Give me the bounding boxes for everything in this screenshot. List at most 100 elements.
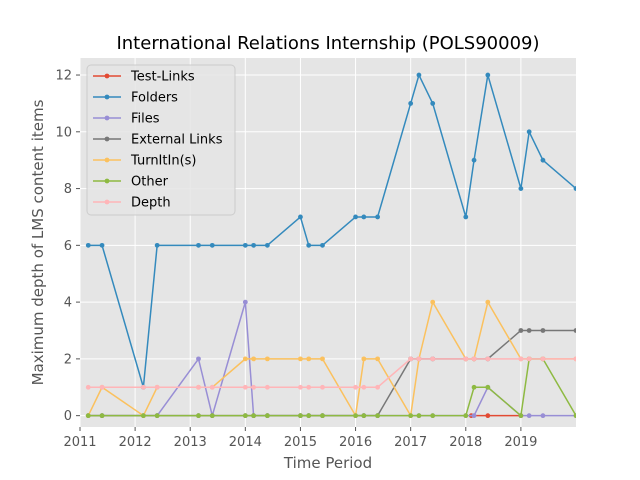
legend-item: External Links <box>93 133 223 148</box>
data-point <box>306 356 312 362</box>
data-point <box>320 384 325 390</box>
x-tick-label: 2011 <box>63 435 96 450</box>
data-point <box>471 157 477 163</box>
data-point <box>471 413 477 419</box>
data-point <box>375 356 380 362</box>
x-tick-label: 2013 <box>174 435 207 450</box>
gridlines <box>79 58 576 427</box>
data-point <box>306 413 312 419</box>
data-point <box>242 242 248 248</box>
x-axis-label: Time Period <box>283 454 372 472</box>
data-point <box>85 242 91 248</box>
data-point <box>99 242 105 248</box>
legend: Test-Links Folders Files External Links Turn… <box>86 64 236 216</box>
x-axis-ticks: 2011 2012 2013 2014 2015 2016 2017 2018 2019 <box>63 427 537 450</box>
data-point <box>430 101 436 106</box>
data-point <box>264 384 270 390</box>
data-point <box>99 413 105 419</box>
data-point <box>209 384 215 390</box>
data-point <box>540 157 546 163</box>
data-point <box>471 384 477 390</box>
y-tick-label: 2 <box>64 352 72 367</box>
x-tick-label: 2019 <box>504 435 537 450</box>
y-axis-ticks: 0 2 4 6 8 10 12 <box>55 69 80 424</box>
x-tick-label: 2015 <box>284 435 317 450</box>
data-point <box>408 356 414 362</box>
data-point <box>85 413 91 419</box>
data-point <box>540 328 546 333</box>
data-point <box>408 413 414 419</box>
legend-marker <box>104 73 110 79</box>
data-point <box>416 72 422 78</box>
data-point <box>526 129 532 135</box>
x-tick-label: 2012 <box>119 435 152 450</box>
data-point <box>416 413 422 419</box>
data-point <box>353 413 358 419</box>
y-tick-label: 8 <box>64 182 72 197</box>
data-point <box>485 384 491 390</box>
data-point <box>85 384 91 390</box>
data-point <box>463 356 469 362</box>
data-point <box>242 384 248 390</box>
data-point <box>518 356 524 362</box>
chart-title: International Relations Internship (POLS… <box>116 33 539 54</box>
legend-item: Files <box>93 112 160 127</box>
data-point <box>298 413 303 419</box>
x-tick-label: 2016 <box>339 435 372 450</box>
data-point <box>485 299 491 305</box>
legend-label: TurnItIn(s) <box>130 154 196 169</box>
data-point <box>540 356 546 362</box>
data-point <box>353 214 358 220</box>
data-point <box>251 413 256 419</box>
legend-marker <box>104 136 110 142</box>
legend-label: Test-Links <box>130 70 195 85</box>
data-point <box>353 384 358 390</box>
data-point <box>298 356 303 362</box>
data-point <box>573 328 576 333</box>
legend-item: Other <box>93 175 169 190</box>
data-point <box>251 356 256 362</box>
data-point <box>416 356 422 362</box>
data-point <box>463 413 469 419</box>
x-tick-label: 2014 <box>229 435 262 450</box>
legend-label: Folders <box>131 91 178 106</box>
legend-label: Files <box>131 112 160 127</box>
data-point <box>361 384 367 390</box>
data-point <box>306 384 312 390</box>
y-tick-label: 12 <box>55 69 72 84</box>
y-tick-label: 6 <box>64 239 72 254</box>
data-point <box>361 214 367 220</box>
data-point <box>264 242 270 248</box>
data-point <box>298 384 303 390</box>
data-point <box>375 214 380 220</box>
data-point <box>518 413 524 419</box>
data-point <box>242 299 248 305</box>
y-tick-label: 10 <box>55 125 72 140</box>
data-point <box>485 413 491 419</box>
y-axis-label: Maximum depth of LMS content items <box>29 99 47 385</box>
legend-marker <box>104 199 110 205</box>
data-point <box>375 384 380 390</box>
data-point <box>242 413 248 419</box>
data-point <box>375 413 380 419</box>
data-point <box>264 413 270 419</box>
data-point <box>573 186 576 191</box>
data-point <box>209 242 215 248</box>
data-point <box>320 356 325 362</box>
data-point <box>408 101 414 106</box>
data-point <box>306 242 312 248</box>
legend-label: Other <box>131 175 169 190</box>
data-point <box>196 384 201 390</box>
legend-item: Folders <box>93 91 178 106</box>
data-point <box>526 356 532 362</box>
series-depth <box>85 356 576 390</box>
data-point <box>209 413 215 419</box>
data-point <box>463 214 469 220</box>
y-tick-label: 0 <box>64 409 72 424</box>
data-point <box>361 413 367 419</box>
y-tick-label: 4 <box>64 296 72 311</box>
legend-item: Test-Links <box>93 70 195 85</box>
legend-frame <box>86 64 236 216</box>
